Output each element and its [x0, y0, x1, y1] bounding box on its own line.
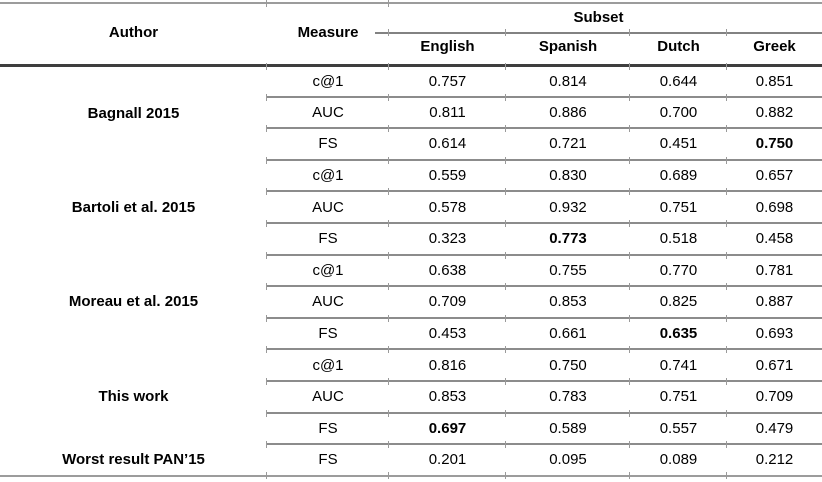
header-row-1: Author Measure Subset — [0, 0, 822, 67]
value-cell: 0.750 — [505, 347, 630, 381]
value-cell-best: 0.635 — [629, 315, 727, 350]
table-row: Moreau et al. 2015 c@1 0.638 0.755 0.770… — [0, 252, 822, 309]
header-row-2: English Spanish Dutch Greek — [0, 29, 822, 67]
value-cell: 0.453 — [388, 315, 506, 350]
value-cell: 0.479 — [725, 410, 822, 445]
value-cell: 0.709 — [388, 284, 506, 318]
value-cell: 0.212 — [725, 442, 822, 480]
value-cell: 0.882 — [725, 94, 822, 129]
value-cell: 0.661 — [505, 315, 630, 350]
measure-cell: c@1 — [266, 347, 389, 381]
col-header-english: English — [388, 29, 506, 67]
value-cell: 0.814 — [505, 61, 630, 97]
value-cell: 0.825 — [629, 284, 727, 318]
value-cell: 0.089 — [629, 442, 727, 480]
value-cell: 0.698 — [725, 189, 822, 223]
value-cell: 0.830 — [505, 157, 630, 192]
measure-cell: FS — [266, 442, 389, 480]
value-cell: 0.458 — [725, 220, 822, 255]
value-cell: 0.816 — [388, 347, 506, 381]
value-cell: 0.578 — [388, 189, 506, 223]
value-cell: 0.644 — [629, 61, 727, 97]
value-cell: 0.770 — [629, 252, 727, 287]
value-cell-best: 0.750 — [725, 126, 822, 160]
measure-cell: c@1 — [266, 157, 389, 192]
table-row: FS 0.697 0.589 0.557 0.479 — [0, 410, 822, 445]
value-cell: 0.700 — [629, 94, 727, 129]
value-cell: 0.751 — [629, 378, 727, 413]
table-row: Bartoli et al. 2015 c@1 0.559 0.830 0.68… — [0, 157, 822, 215]
value-cell: 0.783 — [505, 378, 630, 413]
table-body: Bagnall 2015 c@1 0.757 0.814 0.644 0.851… — [0, 61, 822, 480]
table-row: Worst result PAN’15 FS 0.201 0.095 0.089… — [0, 442, 822, 480]
measure-cell: AUC — [266, 284, 389, 318]
measure-cell: FS — [266, 410, 389, 445]
table-row: Bagnall 2015 c@1 0.757 0.814 0.644 0.851 — [0, 61, 822, 121]
value-cell: 0.559 — [388, 157, 506, 192]
table-row: AUC 0.811 0.886 0.700 0.882 — [0, 94, 822, 129]
table-row: AUC 0.709 0.853 0.825 0.887 — [0, 284, 822, 318]
measure-cell: AUC — [266, 94, 389, 129]
col-header-spanish: Spanish — [505, 29, 630, 67]
value-cell-best: 0.697 — [388, 410, 506, 445]
col-header-measure: Measure — [266, 0, 389, 67]
author-cell: Moreau et al. 2015 — [68, 293, 199, 311]
value-cell: 0.811 — [388, 94, 506, 129]
table-row: FS 0.453 0.661 0.635 0.693 — [0, 315, 822, 350]
value-cell-best: 0.773 — [505, 220, 630, 255]
measure-cell: c@1 — [266, 252, 389, 287]
author-cell: Worst result PAN’15 — [62, 450, 205, 468]
value-cell: 0.201 — [388, 442, 506, 480]
table-row: FS 0.614 0.721 0.451 0.750 — [0, 126, 822, 160]
value-cell: 0.557 — [629, 410, 727, 445]
col-group-header-subset: Subset — [374, 0, 822, 33]
col-header-dutch: Dutch — [629, 29, 727, 67]
value-cell: 0.853 — [388, 378, 506, 413]
value-cell: 0.853 — [505, 284, 630, 318]
table-row: AUC 0.578 0.932 0.751 0.698 — [0, 189, 822, 223]
value-cell: 0.095 — [505, 442, 630, 480]
measure-cell: AUC — [266, 189, 389, 223]
value-cell: 0.741 — [629, 347, 727, 381]
value-cell: 0.851 — [725, 61, 822, 97]
author-cell: Bartoli et al. 2015 — [71, 198, 196, 216]
value-cell: 0.886 — [505, 94, 630, 129]
author-cell: Bagnall 2015 — [87, 104, 180, 122]
value-cell: 0.671 — [725, 347, 822, 381]
value-cell: 0.751 — [629, 189, 727, 223]
table-row: This work c@1 0.816 0.750 0.741 0.671 — [0, 347, 822, 404]
value-cell: 0.323 — [388, 220, 506, 255]
col-header-author: Author — [0, 3, 267, 67]
value-cell: 0.451 — [629, 126, 727, 160]
table-row: FS 0.323 0.773 0.518 0.458 — [0, 220, 822, 255]
value-cell: 0.638 — [388, 252, 506, 287]
measure-cell: FS — [266, 126, 389, 160]
value-cell: 0.887 — [725, 284, 822, 318]
measure-cell: c@1 — [266, 61, 389, 97]
value-cell: 0.721 — [505, 126, 630, 160]
value-cell: 0.589 — [505, 410, 630, 445]
value-cell: 0.518 — [629, 220, 727, 255]
value-cell: 0.781 — [725, 252, 822, 287]
table-row: AUC 0.853 0.783 0.751 0.709 — [0, 378, 822, 413]
value-cell: 0.657 — [725, 157, 822, 192]
value-cell: 0.689 — [629, 157, 727, 192]
measure-cell: FS — [266, 220, 389, 255]
value-cell: 0.693 — [725, 315, 822, 350]
col-header-greek: Greek — [725, 29, 822, 67]
value-cell: 0.709 — [725, 378, 822, 413]
value-cell: 0.755 — [505, 252, 630, 287]
measure-cell: FS — [266, 315, 389, 350]
value-cell: 0.932 — [505, 189, 630, 223]
value-cell: 0.757 — [388, 61, 506, 97]
value-cell: 0.614 — [388, 126, 506, 160]
author-cell: This work — [98, 388, 169, 406]
table-header: Author Measure Subset English Spanish Du… — [0, 0, 822, 67]
measure-cell: AUC — [266, 378, 389, 413]
